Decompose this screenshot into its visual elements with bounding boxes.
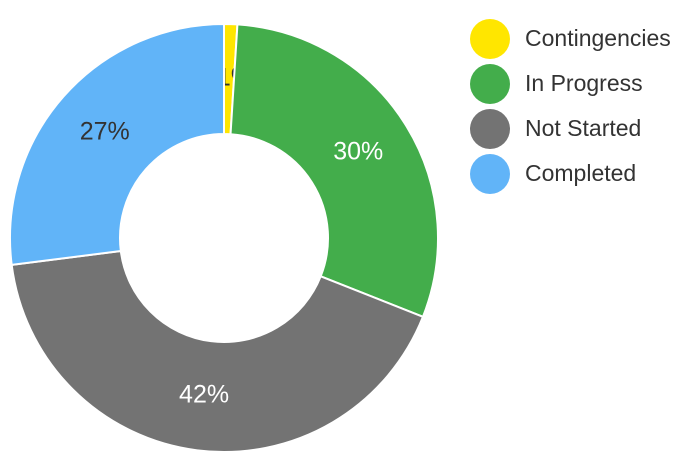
legend-swatch-contingencies — [470, 18, 510, 59]
legend-swatch-not-started — [470, 108, 510, 149]
legend-item-not-started[interactable]: Not Started — [470, 106, 678, 151]
legend-label-not-started: Not Started — [525, 115, 642, 141]
slice-completed[interactable] — [9, 22, 225, 266]
slice-label-in-progress: 30% — [333, 137, 383, 165]
legend-swatch-completed — [470, 153, 510, 194]
slice-label-not-started: 42% — [179, 380, 229, 408]
legend-label-contingencies: Contingencies — [525, 25, 671, 51]
legend-item-contingencies[interactable]: Contingencies — [470, 16, 678, 61]
legend-swatch-in-progress — [470, 63, 510, 104]
legend-label-in-progress: In Progress — [525, 70, 643, 96]
legend-label-completed: Completed — [525, 160, 637, 186]
slice-in-progress[interactable] — [229, 23, 439, 319]
donut-plot: 1%30%42%27% — [9, 22, 439, 453]
legend-item-completed[interactable]: Completed — [470, 151, 678, 196]
slice-not-started[interactable] — [10, 249, 425, 453]
slice-label-completed: 27% — [80, 117, 130, 145]
legend-item-in-progress[interactable]: In Progress — [470, 61, 678, 106]
legend: Contingencies In Progress Not Started Co… — [470, 16, 678, 196]
